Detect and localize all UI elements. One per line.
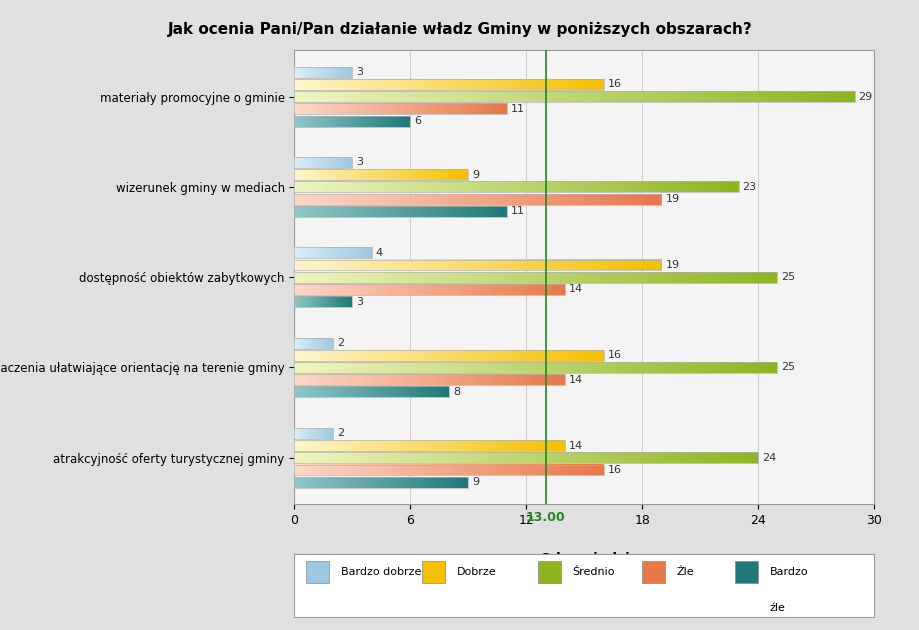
Text: 25: 25 <box>780 272 795 282</box>
Text: Bardzo: Bardzo <box>769 567 808 576</box>
Bar <box>294 428 333 438</box>
Bar <box>294 386 448 398</box>
Text: 9: 9 <box>471 477 479 487</box>
Bar <box>294 452 757 463</box>
Text: 3: 3 <box>356 67 363 77</box>
Bar <box>294 296 352 307</box>
Bar <box>538 561 561 583</box>
Bar <box>294 362 777 373</box>
Bar <box>294 338 333 348</box>
Text: 3: 3 <box>356 158 363 168</box>
Text: źle: źle <box>769 603 785 613</box>
Bar <box>294 103 506 114</box>
X-axis label: Odpowiedzi: Odpowiedzi <box>539 552 629 566</box>
Bar <box>294 206 506 217</box>
Bar <box>294 169 468 180</box>
Text: 14: 14 <box>568 375 583 385</box>
Text: Bardzo dobrze: Bardzo dobrze <box>340 567 421 576</box>
Bar <box>294 67 352 77</box>
Text: Źle: Źle <box>676 567 694 576</box>
Bar <box>294 116 410 127</box>
Bar <box>294 193 661 205</box>
Text: 25: 25 <box>780 362 795 372</box>
Text: 14: 14 <box>568 440 583 450</box>
Bar <box>294 374 564 385</box>
Text: 9: 9 <box>471 169 479 180</box>
Text: 16: 16 <box>607 79 620 89</box>
Text: 29: 29 <box>857 91 872 101</box>
Text: 19: 19 <box>664 194 679 204</box>
Text: 19: 19 <box>664 260 679 270</box>
Bar <box>294 157 352 168</box>
Text: 24: 24 <box>761 453 776 463</box>
Bar <box>294 440 564 451</box>
Bar <box>294 350 603 361</box>
Text: 3: 3 <box>356 297 363 307</box>
Text: 16: 16 <box>607 350 620 360</box>
Text: 2: 2 <box>336 338 344 348</box>
Text: Jak ocenia Pani/Pan działanie władz Gminy w poniższych obszarach?: Jak ocenia Pani/Pan działanie władz Gmin… <box>167 22 752 37</box>
Text: 11: 11 <box>510 104 524 114</box>
Text: 13.00: 13.00 <box>525 510 565 524</box>
Bar <box>294 260 661 270</box>
Text: 16: 16 <box>607 465 620 475</box>
Text: Dobrze: Dobrze <box>456 567 495 576</box>
Bar <box>294 477 468 488</box>
Bar <box>294 91 854 102</box>
Text: 11: 11 <box>510 207 524 216</box>
Bar <box>294 284 564 295</box>
Bar <box>294 79 603 90</box>
Text: 4: 4 <box>375 248 382 258</box>
Text: 8: 8 <box>452 387 460 397</box>
Text: Średnio: Średnio <box>572 567 615 576</box>
Text: 14: 14 <box>568 284 583 294</box>
Bar <box>294 181 738 192</box>
Bar <box>306 561 329 583</box>
Text: 2: 2 <box>336 428 344 438</box>
Bar <box>641 561 664 583</box>
Bar <box>294 248 371 258</box>
Text: 6: 6 <box>414 116 421 126</box>
Text: 23: 23 <box>742 182 756 192</box>
Bar <box>734 561 757 583</box>
Bar <box>294 464 603 476</box>
Bar <box>294 272 777 283</box>
Bar <box>422 561 445 583</box>
